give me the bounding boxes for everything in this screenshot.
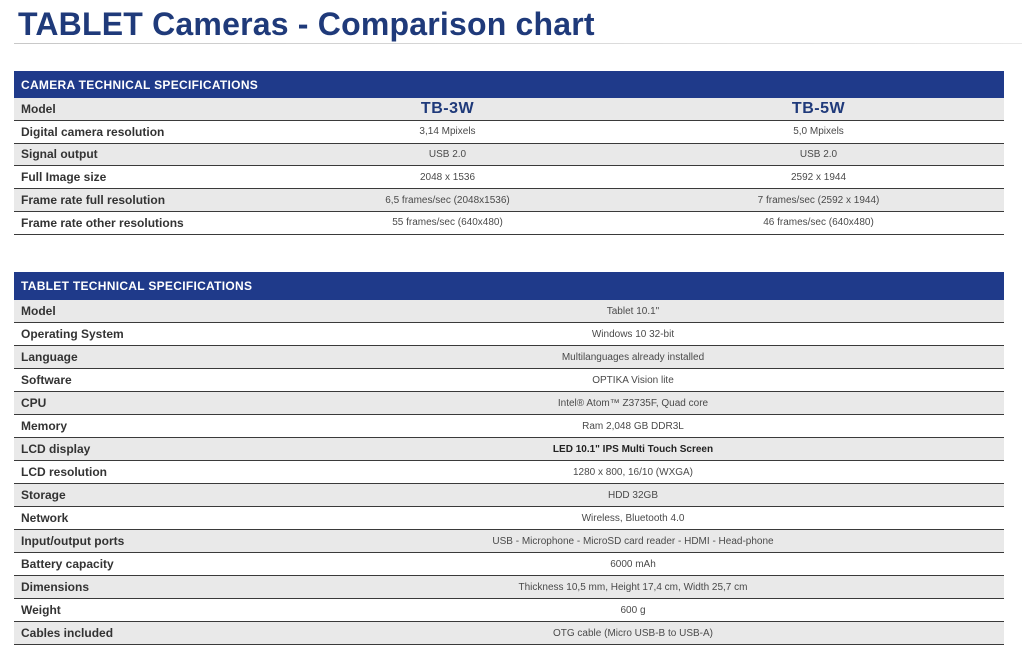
row-label: Signal output — [14, 143, 262, 167]
row-value: 600 g — [262, 598, 1004, 622]
row-label: Memory — [14, 414, 262, 438]
table-row: Frame rate other resolutions 55 frames/s… — [14, 211, 1005, 235]
row-value: Thickness 10,5 mm, Height 17,4 cm, Width… — [262, 575, 1004, 599]
camera-specs-header-row: CAMERA TECHNICAL SPECIFICATIONS — [14, 71, 1005, 98]
title-divider — [14, 43, 1022, 44]
row-value: 1280 x 800, 16/10 (WXGA) — [262, 460, 1004, 484]
tablet-specs-table: TABLET TECHNICAL SPECIFICATIONS Model Ta… — [14, 272, 1004, 645]
table-row: Model TB-3W TB-5W — [14, 98, 1005, 121]
row-label: Battery capacity — [14, 552, 262, 576]
tb3w-value: USB 2.0 — [262, 143, 633, 167]
tb3w-value: 6,5 frames/sec (2048x1536) — [262, 188, 633, 212]
row-label: LCD display — [14, 437, 262, 461]
tablet-specs-header: TABLET TECHNICAL SPECIFICATIONS — [14, 272, 1004, 300]
row-label: Weight — [14, 598, 262, 622]
row-label: Model — [14, 98, 262, 121]
row-value: Ram 2,048 GB DDR3L — [262, 414, 1004, 438]
tablet-specs-header-row: TABLET TECHNICAL SPECIFICATIONS — [14, 272, 1004, 300]
table-row: Signal output USB 2.0 USB 2.0 — [14, 143, 1005, 167]
table-row: Operating System Windows 10 32-bit — [14, 322, 1004, 346]
row-label: Network — [14, 506, 262, 530]
tb5w-value: 2592 x 1944 — [633, 165, 1005, 190]
table-row: Storage HDD 32GB — [14, 483, 1004, 507]
row-value: Multilanguages already installed — [262, 345, 1004, 369]
table-row: Weight 600 g — [14, 598, 1004, 622]
table-row: Frame rate full resolution 6,5 frames/se… — [14, 188, 1005, 212]
camera-specs-table: CAMERA TECHNICAL SPECIFICATIONS Model TB… — [14, 71, 1005, 235]
row-value: OPTIKA Vision lite — [262, 368, 1004, 392]
model-tb5w: TB-5W — [633, 98, 1005, 121]
row-label: LCD resolution — [14, 460, 262, 484]
row-label: Model — [14, 300, 262, 323]
tb3w-value: 3,14 Mpixels — [262, 120, 633, 144]
row-label: Operating System — [14, 322, 262, 346]
table-row: Input/output ports USB - Microphone - Mi… — [14, 529, 1004, 553]
table-row: CPU Intel® Atom™ Z3735F, Quad core — [14, 391, 1004, 415]
table-row: Full Image size 2048 x 1536 2592 x 1944 — [14, 165, 1005, 190]
table-row: Network Wireless, Bluetooth 4.0 — [14, 506, 1004, 530]
row-label: Software — [14, 368, 262, 392]
table-row: Digital camera resolution 3,14 Mpixels 5… — [14, 120, 1005, 144]
row-label: Full Image size — [14, 165, 262, 190]
tb3w-value: 55 frames/sec (640x480) — [262, 211, 633, 235]
row-value: 6000 mAh — [262, 552, 1004, 576]
table-row: Software OPTIKA Vision lite — [14, 368, 1004, 392]
tb3w-value: 2048 x 1536 — [262, 165, 633, 190]
tb5w-value: 46 frames/sec (640x480) — [633, 211, 1005, 235]
row-label: Frame rate full resolution — [14, 188, 262, 212]
row-value: Windows 10 32-bit — [262, 322, 1004, 346]
table-row: Language Multilanguages already installe… — [14, 345, 1004, 369]
tb5w-value: USB 2.0 — [633, 143, 1005, 167]
row-label: Input/output ports — [14, 529, 262, 553]
table-row: Cables included OTG cable (Micro USB-B t… — [14, 621, 1004, 645]
camera-specs-header: CAMERA TECHNICAL SPECIFICATIONS — [14, 71, 1005, 98]
row-value: LED 10.1" IPS Multi Touch Screen — [262, 437, 1004, 461]
table-row: Model Tablet 10.1" — [14, 300, 1004, 323]
model-tb3w: TB-3W — [262, 98, 633, 121]
row-label: CPU — [14, 391, 262, 415]
row-label: Language — [14, 345, 262, 369]
row-label: Cables included — [14, 621, 262, 645]
row-value: OTG cable (Micro USB-B to USB-A) — [262, 621, 1004, 645]
row-label: Storage — [14, 483, 262, 507]
table-row: Dimensions Thickness 10,5 mm, Height 17,… — [14, 575, 1004, 599]
row-value: Intel® Atom™ Z3735F, Quad core — [262, 391, 1004, 415]
row-value: Wireless, Bluetooth 4.0 — [262, 506, 1004, 530]
table-row: Memory Ram 2,048 GB DDR3L — [14, 414, 1004, 438]
row-value: Tablet 10.1" — [262, 300, 1004, 323]
page-title: TABLET Cameras - Comparison chart — [18, 6, 595, 42]
row-value: USB - Microphone - MicroSD card reader -… — [262, 529, 1004, 553]
tb5w-value: 5,0 Mpixels — [633, 120, 1005, 144]
table-row: LCD resolution 1280 x 800, 16/10 (WXGA) — [14, 460, 1004, 484]
tb5w-value: 7 frames/sec (2592 x 1944) — [633, 188, 1005, 212]
row-value: HDD 32GB — [262, 483, 1004, 507]
row-label: Frame rate other resolutions — [14, 211, 262, 235]
row-label: Dimensions — [14, 575, 262, 599]
table-row: LCD display LED 10.1" IPS Multi Touch Sc… — [14, 437, 1004, 461]
table-row: Battery capacity 6000 mAh — [14, 552, 1004, 576]
row-label: Digital camera resolution — [14, 120, 262, 144]
